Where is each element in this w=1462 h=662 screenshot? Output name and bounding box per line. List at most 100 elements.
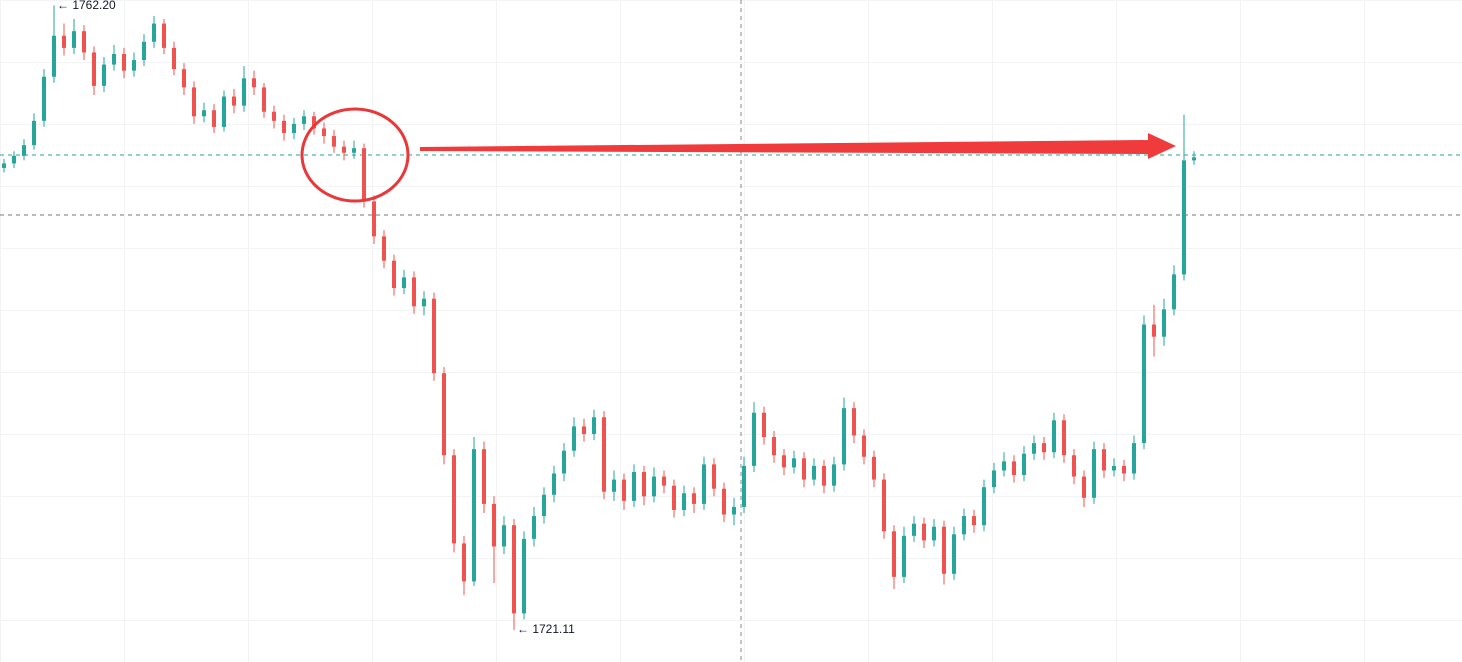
candle-body [922, 523, 926, 541]
candle-body [32, 120, 36, 146]
candle-body [632, 471, 636, 501]
candle-body [802, 458, 806, 480]
candle-body [82, 31, 86, 53]
candle-body [72, 31, 76, 48]
candle-body [1072, 455, 1076, 477]
price-annotation: ← 1721.11 [517, 622, 575, 636]
candle-body [132, 60, 136, 71]
candle-body [1152, 324, 1156, 337]
candle-body [422, 298, 426, 307]
candle-body [942, 526, 946, 574]
candle-body [2, 163, 6, 168]
candle-body [462, 543, 466, 582]
candle-body [812, 465, 816, 480]
candle-body [22, 145, 26, 156]
candle-body [12, 155, 16, 164]
candle-body [1002, 461, 1006, 471]
candle-body [672, 485, 676, 510]
candle-body [652, 476, 656, 497]
candle-body [752, 412, 756, 466]
candle-body [732, 506, 736, 515]
arrow-head [1148, 133, 1176, 159]
candle-body [962, 516, 966, 535]
candle-body [512, 525, 516, 614]
candle-body [542, 494, 546, 517]
candle-body [1112, 465, 1116, 471]
candle-body [982, 487, 986, 526]
candle-body [292, 123, 296, 134]
candle-body [282, 120, 286, 134]
candle-body [312, 116, 316, 129]
candle-body [62, 35, 66, 48]
candle-body [102, 64, 106, 86]
candle-body [1042, 443, 1046, 453]
candle-body [892, 531, 896, 577]
candle-body [392, 260, 396, 289]
candle-body [712, 464, 716, 489]
arrow-shaft [420, 140, 1150, 154]
candle-body [272, 111, 276, 121]
candle-body [642, 471, 646, 497]
candle-body [822, 465, 826, 486]
candle-body [532, 516, 536, 539]
candle-body [202, 110, 206, 117]
candle-body [1062, 420, 1066, 456]
candle-body [782, 455, 786, 468]
candle-body [902, 535, 906, 577]
highlight-circle [300, 107, 410, 203]
candle-body [1102, 449, 1106, 471]
candle-body [882, 479, 886, 532]
candle-body [602, 417, 606, 492]
price-annotation: ← 1762.20 [57, 0, 116, 12]
candle-body [1092, 449, 1096, 498]
candle-body [262, 87, 266, 112]
candle-body [492, 503, 496, 547]
candle-body [1052, 420, 1056, 453]
candle-body [1132, 443, 1136, 474]
candle-body [1122, 465, 1126, 474]
candle-body [792, 458, 796, 468]
candle-body [352, 148, 356, 153]
candle-body [972, 516, 976, 526]
candle-body [612, 479, 616, 492]
candle-body [482, 449, 486, 504]
candle-body [1192, 157, 1196, 161]
candle-body [582, 426, 586, 434]
candle-body [992, 470, 996, 488]
plot: ← 1762.20 ← 1721.11 [0, 0, 1462, 636]
candle-body [572, 426, 576, 451]
candle-body [42, 76, 46, 121]
candle-body [192, 87, 196, 117]
candle-body [322, 128, 326, 137]
candle-body [382, 236, 386, 261]
candle-body [222, 96, 226, 127]
candle-body [92, 52, 96, 86]
candle-body [362, 148, 366, 202]
candle-body [1082, 476, 1086, 498]
candle-body [372, 201, 376, 237]
candle-body [182, 69, 186, 88]
candle-body [472, 449, 476, 582]
candle-body [952, 534, 956, 574]
candle-body [412, 277, 416, 307]
candle-body [442, 373, 446, 456]
candle-body [1012, 461, 1016, 476]
candle-body [1162, 309, 1166, 337]
candle-body [842, 408, 846, 465]
candle-body [252, 78, 256, 88]
candle-body [692, 493, 696, 504]
candle-body [52, 35, 56, 77]
candle-body [232, 96, 236, 106]
candle-body [242, 78, 246, 106]
candle-body [522, 538, 526, 614]
candle-body [592, 417, 596, 434]
candle-body [682, 493, 686, 510]
candle-body [172, 47, 176, 70]
candle-body [1032, 443, 1036, 454]
candle-body [872, 456, 876, 480]
candle-body [742, 465, 746, 507]
candle-body [562, 450, 566, 474]
candle-body [152, 23, 156, 42]
candle-body [402, 277, 406, 289]
candle-body [662, 476, 666, 486]
